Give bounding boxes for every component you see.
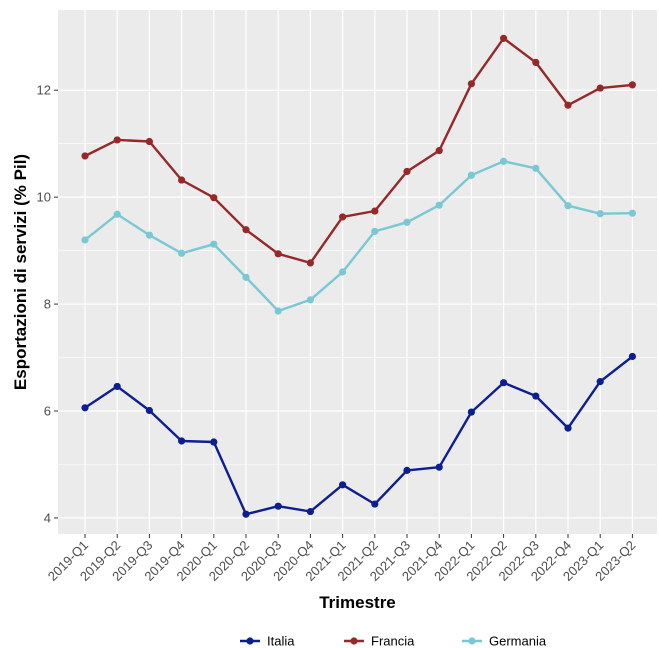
series-line-francia bbox=[84, 37, 633, 265]
point-italia bbox=[532, 392, 540, 400]
y-axis: 4 6 8 10 12 bbox=[37, 83, 58, 525]
point-germania bbox=[274, 307, 282, 315]
y-axis-title: Esportazioni di servizi (% Pil) bbox=[11, 154, 30, 390]
y-tick-label: 4 bbox=[44, 510, 51, 525]
point-italia bbox=[81, 404, 89, 412]
point-italia bbox=[596, 378, 604, 386]
point-italia bbox=[564, 424, 572, 432]
x-axis: 2019-Q12019-Q22019-Q32019-Q42020-Q12020-… bbox=[45, 534, 639, 584]
point-francia bbox=[113, 136, 121, 144]
x-axis-title: Trimestre bbox=[319, 593, 396, 612]
legend-swatch-point bbox=[468, 637, 476, 645]
point-germania bbox=[113, 210, 121, 218]
point-francia bbox=[371, 207, 379, 215]
point-germania bbox=[145, 231, 153, 239]
point-germania bbox=[339, 268, 347, 276]
point-francia bbox=[403, 167, 411, 176]
y-tick-label: 8 bbox=[44, 297, 51, 312]
point-francia bbox=[596, 84, 604, 92]
point-germania bbox=[500, 157, 508, 165]
point-italia bbox=[306, 507, 314, 516]
legend-label: Germania bbox=[489, 634, 547, 648]
point-italia bbox=[403, 466, 411, 474]
point-francia bbox=[274, 250, 282, 258]
legend-label: Italia bbox=[267, 634, 295, 648]
point-italia bbox=[467, 408, 475, 416]
plot-panel bbox=[58, 10, 657, 534]
point-italia bbox=[210, 438, 218, 446]
legend-item-italia: Italia bbox=[240, 634, 295, 648]
point-italia bbox=[242, 510, 250, 518]
legend-swatch-point bbox=[350, 637, 358, 645]
point-germania bbox=[178, 249, 186, 257]
point-germania bbox=[371, 227, 379, 235]
legend-item-germania: Germania bbox=[462, 634, 547, 648]
series-line-italia bbox=[84, 355, 634, 516]
point-francia bbox=[564, 101, 572, 109]
legend-item-francia: Francia bbox=[344, 634, 415, 648]
point-francia bbox=[339, 213, 347, 221]
y-tick-label: 6 bbox=[44, 404, 51, 419]
point-germania bbox=[467, 171, 475, 179]
legend: Italia Francia Germania bbox=[240, 634, 547, 648]
point-germania bbox=[403, 218, 411, 226]
point-francia bbox=[145, 137, 153, 146]
point-italia bbox=[178, 437, 186, 445]
point-germania bbox=[210, 240, 218, 248]
point-italia bbox=[371, 500, 379, 508]
point-francia bbox=[435, 147, 443, 155]
point-germania bbox=[435, 201, 443, 209]
point-germania bbox=[242, 273, 250, 281]
point-francia bbox=[178, 176, 186, 184]
point-francia bbox=[242, 226, 250, 234]
point-italia bbox=[113, 382, 121, 391]
point-francia bbox=[210, 194, 218, 202]
point-italia bbox=[435, 463, 443, 471]
point-francia bbox=[500, 34, 508, 42]
point-germania bbox=[81, 236, 89, 244]
point-francia bbox=[306, 259, 314, 267]
y-tick-label: 10 bbox=[37, 190, 51, 205]
point-germania bbox=[564, 202, 572, 210]
series-points bbox=[81, 34, 637, 518]
point-germania bbox=[306, 296, 314, 304]
point-italia bbox=[339, 481, 347, 489]
point-francia bbox=[532, 58, 540, 66]
point-francia bbox=[628, 81, 637, 89]
series-lines bbox=[84, 37, 634, 516]
point-italia bbox=[628, 352, 637, 361]
legend-label: Francia bbox=[371, 634, 415, 648]
point-francia bbox=[467, 80, 475, 88]
point-italia bbox=[274, 502, 282, 510]
point-germania bbox=[628, 209, 637, 217]
legend-swatch-point bbox=[246, 637, 254, 645]
y-tick-label: 12 bbox=[37, 83, 51, 98]
series-line-germania bbox=[84, 160, 633, 313]
point-italia bbox=[500, 379, 508, 387]
point-germania bbox=[532, 164, 540, 172]
point-italia bbox=[145, 406, 153, 415]
point-germania bbox=[596, 210, 604, 218]
point-francia bbox=[81, 152, 89, 160]
